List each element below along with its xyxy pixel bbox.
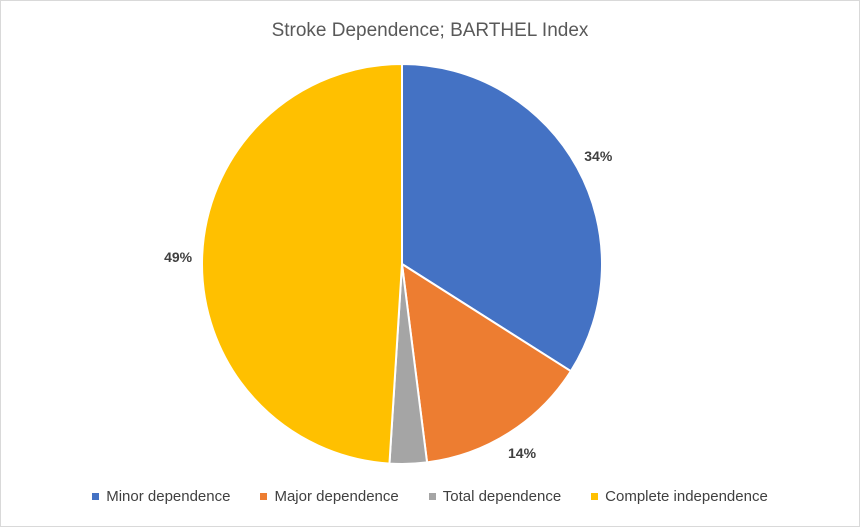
data-label-minor-dependence: 34%	[584, 148, 613, 164]
legend-swatch	[591, 493, 599, 500]
legend-item-complete: Complete independence	[591, 488, 768, 505]
legend-swatch	[92, 493, 100, 500]
legend-label: Complete independence	[605, 488, 768, 505]
data-label-complete-independence: 49%	[164, 249, 193, 265]
legend-label: Major dependence	[274, 488, 399, 505]
pie-chart: 34% 14% 3% 49%	[164, 62, 613, 481]
chart-title: Stroke Dependence; BARTHEL Index	[271, 20, 589, 41]
legend-item-major: Major dependence	[260, 488, 399, 505]
data-label-total-dependence: 3%	[399, 480, 420, 481]
pie-slice-minor-dependence	[401, 62, 603, 373]
pie-slice-major-dependence	[400, 262, 573, 464]
data-label-major-dependence: 14%	[508, 445, 537, 461]
legend-swatch	[428, 493, 436, 500]
legend-label: Total dependence	[442, 488, 562, 505]
legend-label: Minor dependence	[106, 488, 231, 505]
legend-item-minor: Minor dependence	[92, 488, 230, 505]
legend-swatch	[260, 493, 268, 500]
pie-slice-complete-independence	[201, 62, 403, 465]
legend-item-total: Total dependence	[428, 488, 562, 505]
chart-legend: Minor dependence Major dependence Total …	[1, 488, 859, 505]
